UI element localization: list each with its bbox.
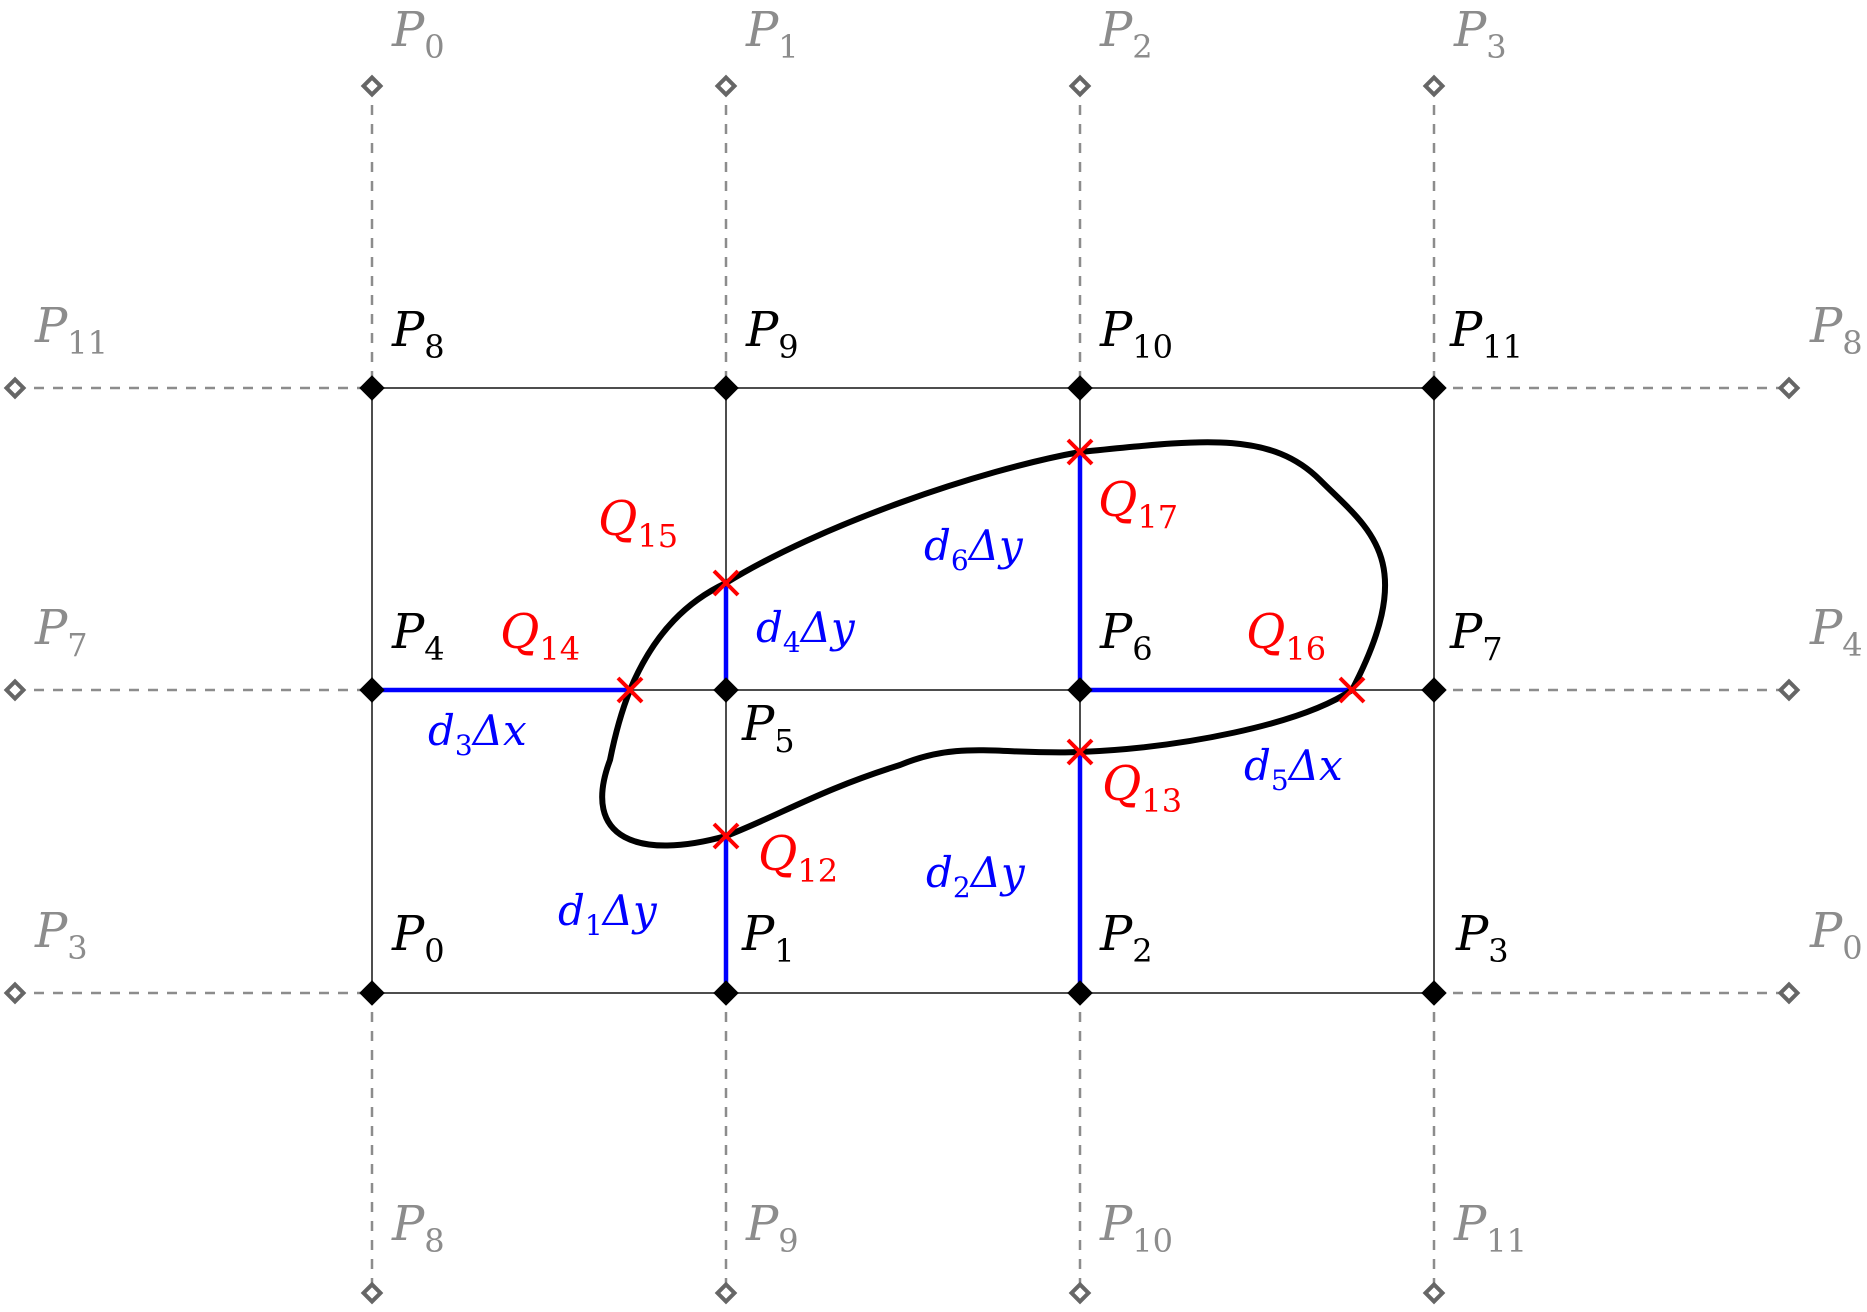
cross-q17 — [1066, 438, 1094, 466]
label-p8: P8 — [391, 302, 445, 366]
ghost-node-right-1 — [1777, 678, 1801, 702]
label-d4: d4Δy — [756, 603, 856, 659]
node-p6 — [1067, 677, 1093, 703]
label-p0: P0 — [391, 906, 445, 970]
intersection-labels: Q12 Q13 Q14 Q15 Q16 Q17 — [500, 472, 1326, 890]
label-d5: d5Δx — [1244, 741, 1343, 797]
ghost-node-top-0 — [360, 74, 384, 98]
grid-nodes — [359, 375, 1447, 1006]
ghost-node-left-0 — [3, 376, 27, 400]
label-d1: d1Δy — [558, 886, 658, 942]
ghost-label-right-1: P4 — [1809, 600, 1863, 664]
ghost-label-left-1: P7 — [34, 600, 88, 664]
distance-segments — [372, 452, 1352, 993]
node-p11 — [1421, 375, 1447, 401]
ghost-node-left-2 — [3, 981, 27, 1005]
cross-q13 — [1066, 738, 1094, 766]
label-p2: P2 — [1099, 906, 1153, 970]
ghost-node-top-1 — [714, 74, 738, 98]
label-d2: d2Δy — [926, 848, 1026, 904]
grid-point-labels: P8 P9 P10 P11 P4 P5 P6 P7 P0 P1 P2 P3 — [391, 302, 1523, 970]
periodic-dashed-lines — [15, 86, 1789, 1293]
node-p1 — [713, 980, 739, 1006]
node-p4 — [359, 677, 385, 703]
label-q13: Q13 — [1102, 756, 1182, 820]
node-p5 — [713, 677, 739, 703]
cross-q12 — [712, 822, 740, 850]
interface-curve — [599, 439, 1389, 849]
label-d6: d6Δy — [924, 521, 1024, 577]
ghost-label-left-0: P11 — [34, 298, 108, 362]
ghost-label-bottom-3: P11 — [1453, 1196, 1527, 1260]
label-p11: P11 — [1449, 302, 1523, 366]
ghost-nodes — [3, 74, 1801, 1305]
label-q12: Q12 — [758, 826, 838, 890]
ghost-label-right-2: P0 — [1809, 903, 1863, 967]
ghost-node-top-2 — [1068, 74, 1092, 98]
ghost-label-bottom-2: P10 — [1099, 1196, 1173, 1260]
node-p10 — [1067, 375, 1093, 401]
label-p4: P4 — [391, 604, 445, 668]
label-q15: Q15 — [598, 491, 678, 555]
intersection-markers — [616, 438, 1366, 850]
node-p9 — [713, 375, 739, 401]
ghost-label-top-1: P1 — [745, 2, 799, 66]
node-p8 — [359, 375, 385, 401]
label-p5: P5 — [741, 696, 795, 760]
ghost-labels: P0 P1 P2 P3 P8 P9 P10 P11 P11 P7 P3 P8 P… — [34, 2, 1863, 1260]
ghost-node-top-3 — [1422, 74, 1446, 98]
cross-q16 — [1338, 676, 1366, 704]
label-p9: P9 — [745, 302, 799, 366]
label-q16: Q16 — [1246, 604, 1326, 668]
label-p6: P6 — [1099, 604, 1153, 668]
ghost-label-bottom-0: P8 — [391, 1196, 445, 1260]
ghost-node-left-1 — [3, 678, 27, 702]
label-p1: P1 — [741, 906, 795, 970]
label-d3: d3Δx — [428, 706, 527, 762]
ghost-node-bottom-3 — [1422, 1281, 1446, 1305]
ghost-label-left-2: P3 — [34, 903, 88, 967]
label-p10: P10 — [1099, 302, 1173, 366]
ghost-label-top-2: P2 — [1099, 2, 1153, 66]
ghost-node-bottom-0 — [360, 1281, 384, 1305]
ghost-node-right-0 — [1777, 376, 1801, 400]
node-p0 — [359, 980, 385, 1006]
node-p3 — [1421, 980, 1447, 1006]
ghost-label-top-3: P3 — [1453, 2, 1507, 66]
label-q17: Q17 — [1098, 472, 1178, 536]
label-p7: P7 — [1449, 604, 1503, 668]
ghost-label-top-0: P0 — [391, 2, 445, 66]
ghost-label-bottom-1: P9 — [745, 1196, 799, 1260]
label-q14: Q14 — [500, 604, 580, 668]
cross-q15 — [712, 569, 740, 597]
ghost-label-right-0: P8 — [1809, 298, 1863, 362]
node-p2 — [1067, 980, 1093, 1006]
distance-labels: d1Δy d2Δy d3Δx d4Δy d5Δx d6Δy — [428, 521, 1343, 942]
node-p7 — [1421, 677, 1447, 703]
ghost-node-bottom-2 — [1068, 1281, 1092, 1305]
ghost-node-right-2 — [1777, 981, 1801, 1005]
label-p3: P3 — [1455, 906, 1509, 970]
ghost-node-bottom-1 — [714, 1281, 738, 1305]
cross-q14 — [616, 676, 644, 704]
